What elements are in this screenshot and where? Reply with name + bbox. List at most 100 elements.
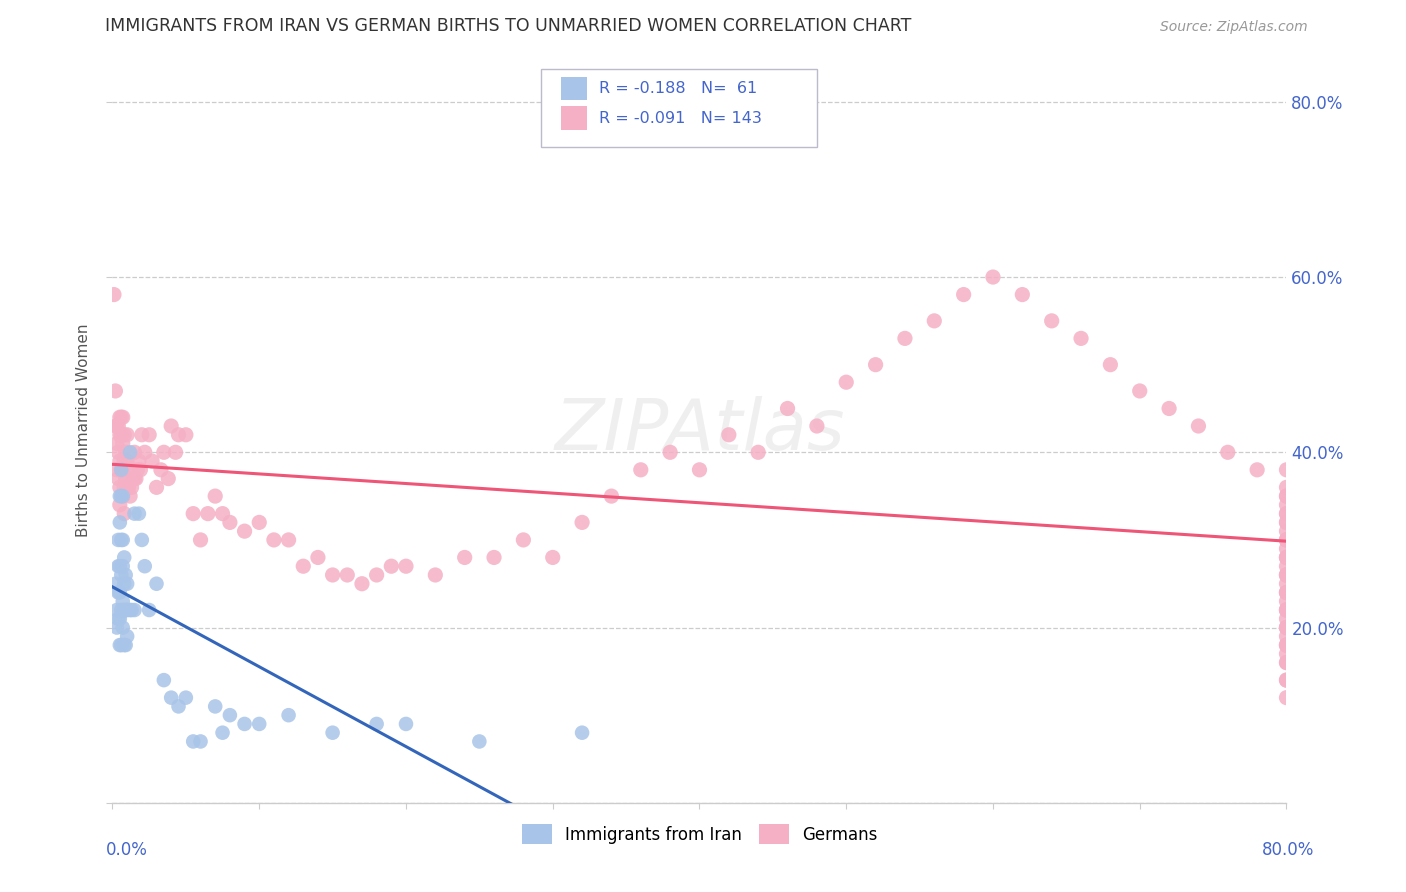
Point: [112, 550, 135, 565]
Point: [277, 533, 299, 547]
Point: [600, 489, 623, 503]
Point: [1275, 585, 1298, 599]
Point: [835, 375, 858, 389]
Point: [112, 427, 135, 442]
Point: [717, 427, 740, 442]
Point: [107, 533, 129, 547]
Point: [165, 445, 187, 459]
Point: [129, 463, 152, 477]
Point: [108, 559, 131, 574]
Point: [1275, 550, 1298, 565]
Point: [1275, 576, 1298, 591]
Text: 80.0%: 80.0%: [1263, 840, 1315, 858]
Point: [1216, 445, 1239, 459]
Point: [125, 472, 148, 486]
Point: [1275, 638, 1298, 652]
Point: [1275, 585, 1298, 599]
Point: [1275, 507, 1298, 521]
Point: [1275, 489, 1298, 503]
Point: [167, 699, 190, 714]
Point: [124, 472, 146, 486]
Point: [1275, 533, 1298, 547]
Point: [157, 472, 180, 486]
Point: [571, 725, 593, 739]
Point: [1275, 594, 1298, 608]
FancyBboxPatch shape: [541, 70, 817, 147]
Point: [104, 419, 127, 434]
Point: [425, 568, 447, 582]
Point: [153, 445, 176, 459]
Point: [111, 594, 134, 608]
Point: [115, 629, 138, 643]
Point: [1275, 507, 1298, 521]
Point: [115, 576, 138, 591]
Point: [952, 287, 974, 301]
Point: [160, 419, 183, 434]
Point: [121, 480, 143, 494]
Point: [336, 568, 359, 582]
Point: [1275, 621, 1298, 635]
Point: [105, 436, 128, 450]
Point: [120, 463, 142, 477]
Point: [263, 533, 285, 547]
Point: [108, 454, 131, 468]
Point: [366, 568, 388, 582]
Text: Source: ZipAtlas.com: Source: ZipAtlas.com: [1160, 21, 1308, 34]
Point: [247, 516, 270, 530]
Point: [108, 498, 131, 512]
Point: [1275, 585, 1298, 599]
Point: [120, 489, 142, 503]
Point: [110, 463, 132, 477]
Point: [107, 585, 129, 599]
Point: [111, 410, 134, 425]
Point: [747, 445, 769, 459]
Point: [138, 603, 160, 617]
Point: [108, 585, 131, 599]
Point: [1275, 629, 1298, 643]
Point: [108, 612, 131, 626]
Point: [350, 576, 373, 591]
Point: [1275, 550, 1298, 565]
Point: [115, 427, 138, 442]
Point: [149, 463, 172, 477]
Point: [1275, 463, 1298, 477]
Point: [108, 516, 131, 530]
Point: [112, 638, 135, 652]
Point: [211, 725, 233, 739]
Point: [1275, 568, 1298, 582]
Y-axis label: Births to Unmarried Women: Births to Unmarried Women: [76, 324, 91, 537]
Point: [453, 550, 475, 565]
Point: [105, 463, 128, 477]
Point: [806, 419, 828, 434]
Point: [1275, 489, 1298, 503]
Point: [468, 734, 491, 748]
Point: [111, 559, 134, 574]
Point: [1275, 498, 1298, 512]
Point: [110, 533, 132, 547]
Point: [1099, 358, 1122, 372]
Point: [211, 507, 233, 521]
Point: [190, 734, 212, 748]
Point: [134, 559, 156, 574]
Point: [122, 472, 145, 486]
Point: [322, 725, 344, 739]
Point: [894, 331, 917, 345]
Point: [160, 690, 183, 705]
Point: [103, 287, 125, 301]
Point: [366, 717, 388, 731]
Point: [107, 612, 129, 626]
Point: [322, 568, 344, 582]
Point: [115, 454, 138, 468]
Point: [108, 480, 131, 494]
Point: [104, 384, 127, 398]
Point: [1275, 541, 1298, 556]
Point: [1275, 568, 1298, 582]
Point: [380, 559, 402, 574]
Point: [121, 603, 143, 617]
Point: [233, 524, 256, 538]
Point: [108, 410, 131, 425]
Point: [1275, 603, 1298, 617]
Point: [1275, 647, 1298, 661]
Point: [110, 568, 132, 582]
Point: [105, 419, 128, 434]
